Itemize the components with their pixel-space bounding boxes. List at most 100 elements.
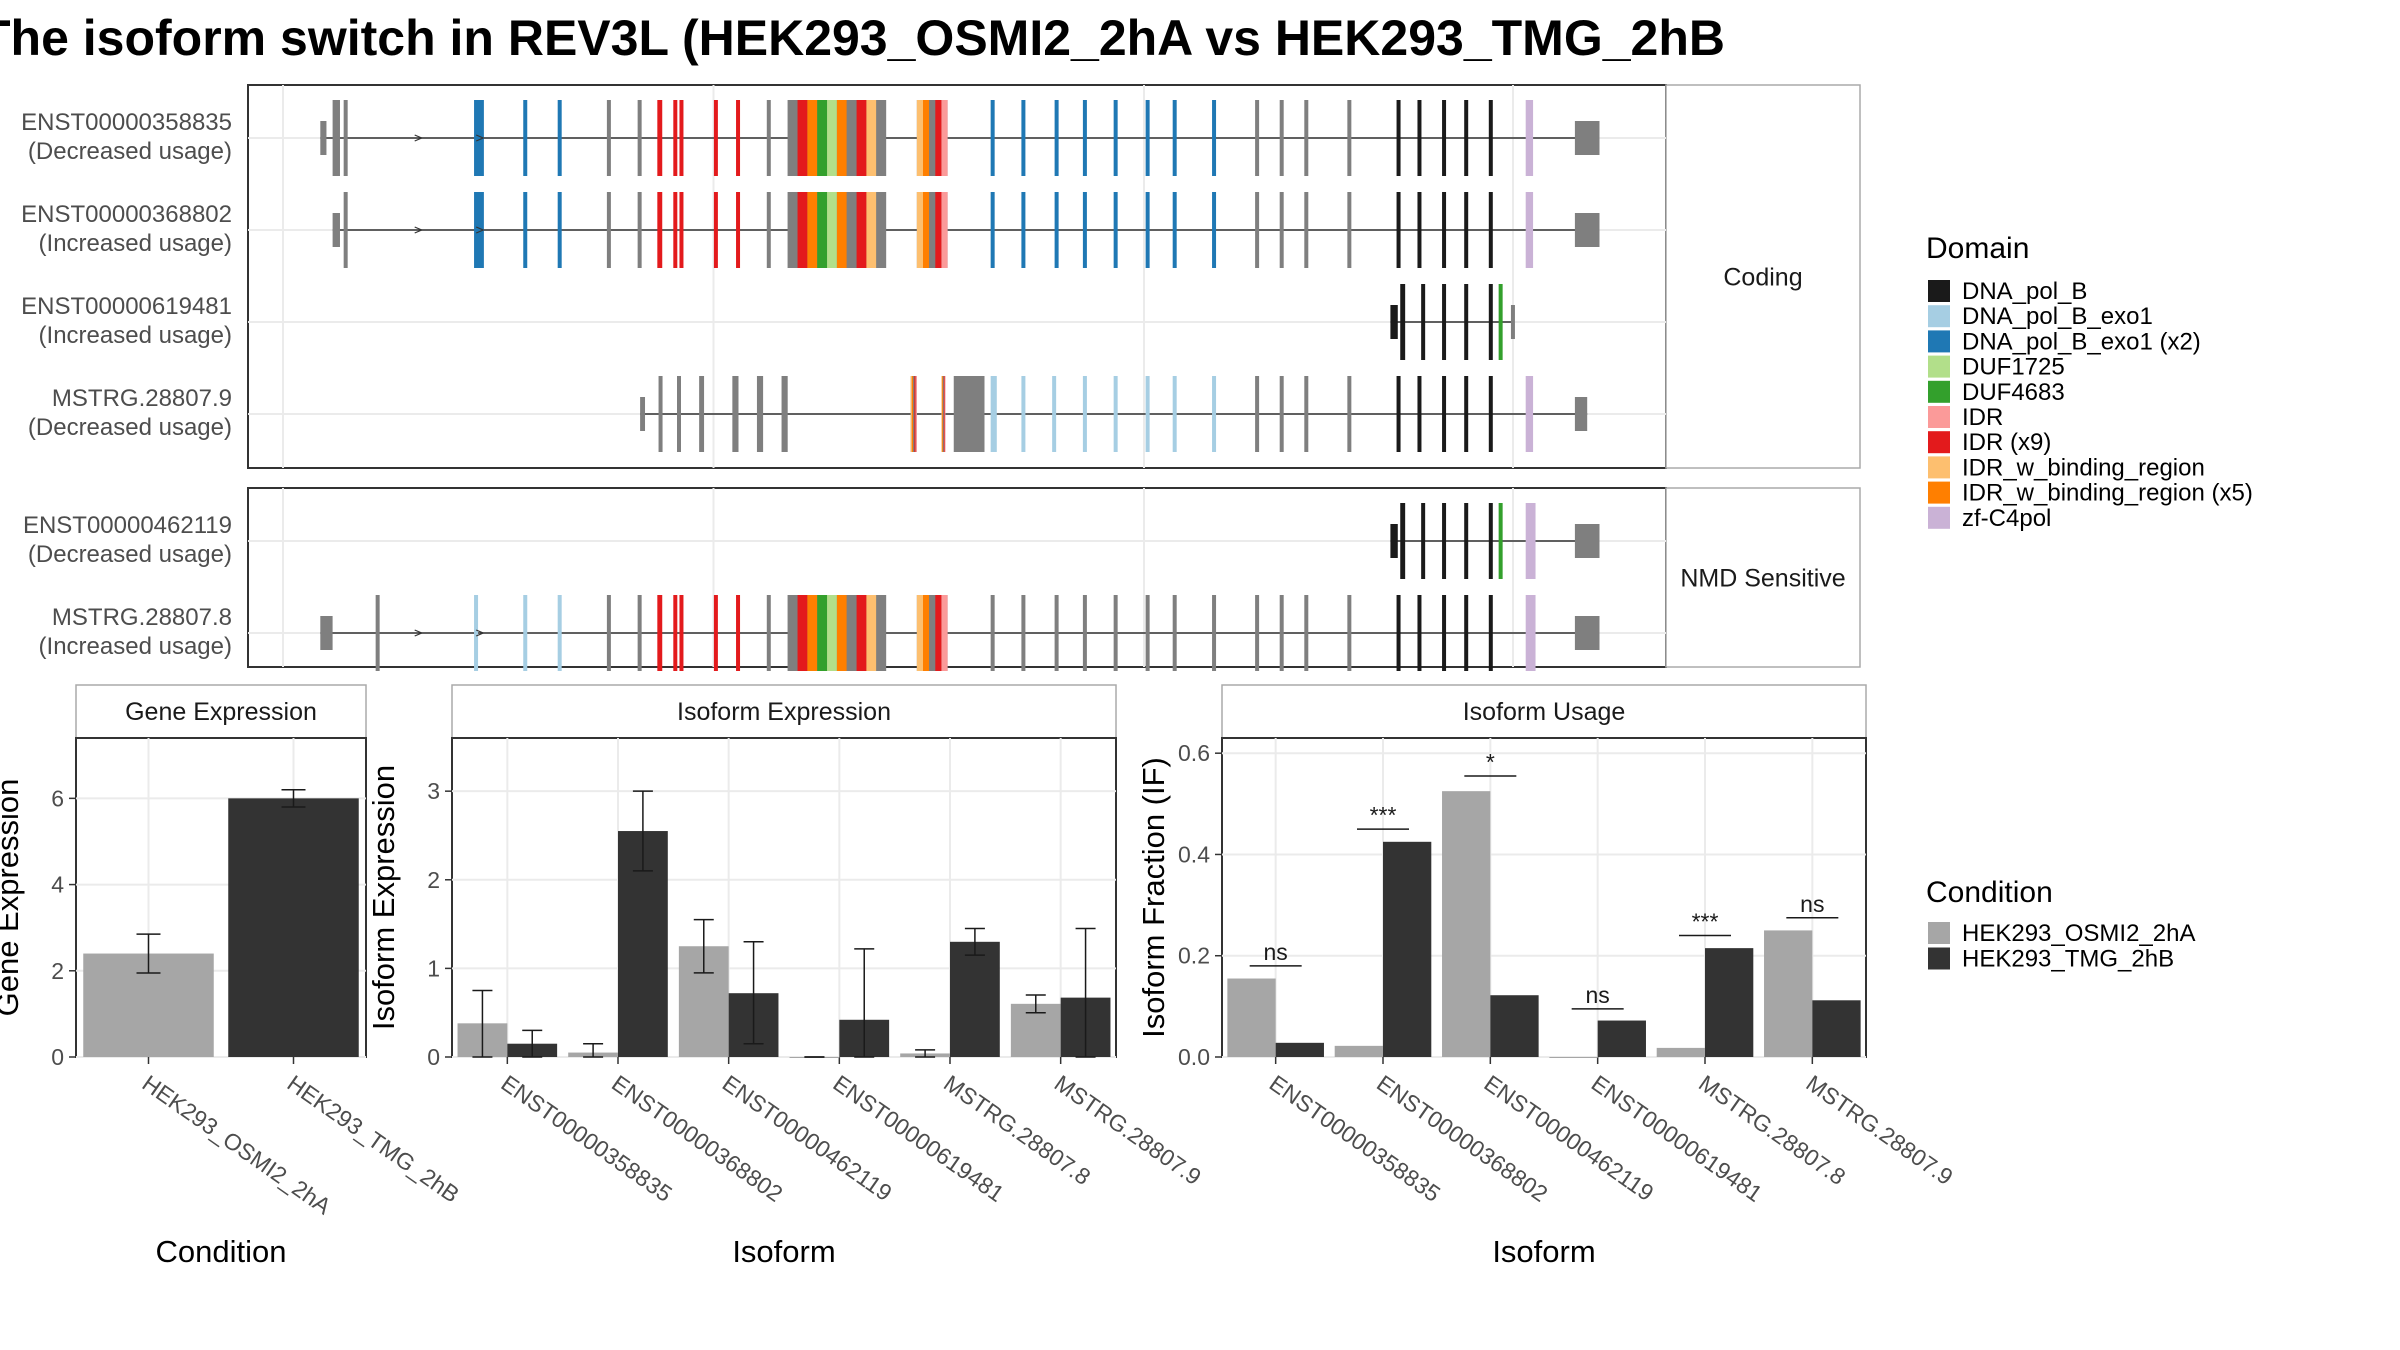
exon-block xyxy=(1279,100,1284,176)
legend-domain-title: Domain xyxy=(1926,232,2029,265)
exon-block xyxy=(557,100,562,176)
exon-block xyxy=(375,595,380,671)
legend-condition-title: Condition xyxy=(1926,876,2053,909)
legend-domain-label: DUF1725 xyxy=(1962,354,2065,381)
exon-block xyxy=(677,376,681,452)
exon-block xyxy=(1488,284,1493,360)
exon-block xyxy=(606,192,611,268)
domain-stripe xyxy=(916,192,923,268)
exon-block xyxy=(732,376,739,452)
legend-condition-label: HEK293_TMG_2hB xyxy=(1962,946,2174,973)
exon-block xyxy=(1442,376,1447,452)
exon-block xyxy=(1442,192,1447,268)
domain-stripe xyxy=(836,100,847,176)
domain-stripe xyxy=(797,595,808,671)
exon-block xyxy=(1082,376,1087,452)
exon-block xyxy=(1113,595,1118,671)
exon-block xyxy=(1400,503,1406,579)
domain-stripe xyxy=(923,192,930,268)
legend-domain-label: IDR_w_binding_region (x5) xyxy=(1962,480,2253,507)
legend-domain-key xyxy=(1928,380,1950,403)
exon-block xyxy=(736,595,741,671)
x-tick-label: ENST00000358835 xyxy=(1265,1070,1445,1207)
legend-domain-label: DUF4683 xyxy=(1962,379,2065,406)
legend-domain-key xyxy=(1928,305,1950,328)
exon-block xyxy=(1054,100,1059,176)
exon-block xyxy=(1255,192,1260,268)
exon-block xyxy=(1525,376,1534,452)
domain-stripe xyxy=(876,595,887,671)
exon-block xyxy=(1396,595,1401,671)
exon-block xyxy=(1054,192,1059,268)
exon-block xyxy=(1488,100,1493,176)
exon-block xyxy=(990,100,995,176)
exon-block xyxy=(1442,503,1447,579)
bar xyxy=(228,798,359,1057)
exon-block xyxy=(699,376,705,452)
facet-strip-label: Coding xyxy=(1723,264,1802,292)
exon-block xyxy=(320,616,333,650)
exon-block xyxy=(1464,284,1469,360)
exon-block xyxy=(1052,376,1057,452)
exon-block xyxy=(1304,376,1309,452)
domain-stripe xyxy=(910,376,912,452)
exon-block xyxy=(320,121,327,155)
exon-block xyxy=(637,595,642,671)
exon-block xyxy=(1421,503,1426,579)
domain-stripe xyxy=(941,595,948,671)
domain-stripe xyxy=(876,100,887,176)
exon-block xyxy=(736,192,741,268)
exon-block xyxy=(1525,595,1536,671)
x-axis-title: Isoform xyxy=(732,1234,835,1269)
domain-stripe xyxy=(787,192,798,268)
bar xyxy=(1275,1042,1324,1057)
exon-block xyxy=(332,100,340,176)
bar xyxy=(1442,791,1491,1057)
domain-stripe xyxy=(941,376,943,452)
domain-stripe xyxy=(797,100,808,176)
y-tick-label: 2 xyxy=(51,958,64,984)
y-tick-label: 3 xyxy=(427,778,440,804)
domain-stripe xyxy=(935,100,942,176)
exon-block xyxy=(1574,121,1600,155)
exon-block xyxy=(1279,192,1284,268)
domain-stripe xyxy=(929,100,936,176)
facet-strip-0 xyxy=(1665,84,1861,469)
exon-block xyxy=(1304,192,1309,268)
exon-block xyxy=(1145,595,1150,671)
domain-stripe xyxy=(916,595,923,671)
exon-block xyxy=(673,595,678,671)
strand-arrow xyxy=(414,629,424,637)
domain-stripe xyxy=(935,192,942,268)
legend-domain-label: IDR (x9) xyxy=(1962,429,2051,456)
exon-block xyxy=(1574,397,1588,431)
exon-block xyxy=(1396,376,1401,452)
legend-domain-key xyxy=(1928,456,1950,479)
exon-block xyxy=(332,213,340,247)
track-usage-label: (Decreased usage) xyxy=(28,541,232,568)
exon-block xyxy=(657,192,663,268)
exon-block xyxy=(523,100,528,176)
exon-block xyxy=(1212,100,1217,176)
domain-stripe xyxy=(846,595,857,671)
exon-block xyxy=(1082,595,1087,671)
domain-stripe xyxy=(827,192,837,268)
track-id-label: MSTRG.28807.8 xyxy=(52,604,232,631)
exon-block xyxy=(658,376,663,452)
exon-block xyxy=(1212,192,1217,268)
significance-label: ns xyxy=(1800,891,1824,917)
bar xyxy=(1383,841,1432,1057)
exon-block xyxy=(679,595,684,671)
exon-block xyxy=(606,100,611,176)
legend-domain-label: IDR_w_binding_region xyxy=(1962,454,2205,481)
x-tick-label: ENST00000368802 xyxy=(1372,1070,1552,1207)
y-axis-title: Gene Expression xyxy=(0,779,25,1017)
domain-stripe xyxy=(846,100,857,176)
legend-domain-label: IDR xyxy=(1962,404,2003,431)
track-id-label: ENST00000462119 xyxy=(23,512,232,539)
exon-block xyxy=(343,100,348,176)
domain-stripe xyxy=(929,192,936,268)
exon-block xyxy=(1400,284,1406,360)
significance-label: ns xyxy=(1586,982,1610,1008)
exon-block xyxy=(657,595,663,671)
